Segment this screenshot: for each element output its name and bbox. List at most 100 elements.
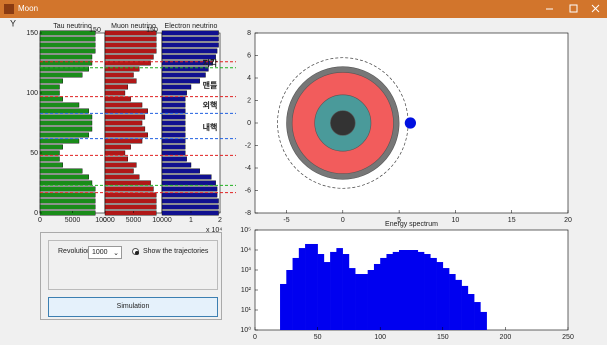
profile-bar [40, 115, 92, 120]
simulation-button[interactable]: Simulation [48, 297, 218, 317]
window: Moon Y Tau neutrino0500010000150Muon neu… [0, 0, 607, 345]
profile-bar [105, 43, 156, 48]
x-tick-label: 0 [253, 334, 257, 341]
profile-bar [40, 37, 95, 42]
profile-bar [162, 79, 200, 84]
profile-bar [40, 97, 63, 102]
x-tick-label: 0 [103, 217, 107, 224]
spectrum-bar [393, 252, 400, 330]
y-tick-label: 10⁴ [240, 247, 251, 254]
spectrum-bar [418, 252, 425, 330]
profile-bar [105, 55, 153, 60]
profile-bar [162, 91, 187, 96]
spectrum-bar [349, 268, 356, 330]
spectrum-bar [286, 270, 293, 330]
spectrum-bar [305, 244, 312, 330]
panel-title: Electron neutrino [165, 23, 218, 30]
y-tick-label: 10⁵ [240, 227, 251, 234]
profile-bar [40, 127, 92, 132]
profile-bar [40, 43, 95, 48]
profile-bar [162, 31, 219, 36]
y-tick-label: 10¹ [241, 307, 252, 314]
revolution-select[interactable]: 1000⌄ [88, 246, 122, 259]
profile-bar [40, 49, 95, 54]
profile-bar [40, 163, 63, 168]
profile-bar [162, 163, 191, 168]
profile-bar [162, 85, 191, 90]
toolbar-icon[interactable]: Y [10, 18, 16, 28]
profile-bar [105, 49, 156, 54]
spectrum-bar [399, 250, 406, 330]
y-tick-label: 10² [241, 287, 252, 294]
profile-bar [105, 181, 151, 186]
profile-bar [40, 85, 60, 90]
x-tick-label: 5000 [65, 217, 81, 224]
y-tick-label: -2 [245, 142, 251, 149]
spectrum-bar [424, 254, 431, 330]
layer-label: 외핵 [203, 100, 218, 110]
x-tick-label: 5000 [126, 217, 142, 224]
profile-bar [105, 205, 156, 210]
profile-bar [162, 145, 185, 150]
y-tick-label: 50 [30, 150, 38, 157]
profile-bar [40, 31, 95, 36]
x-tick-label: 0 [38, 217, 42, 224]
profile-bar [162, 43, 219, 48]
profile-bar [105, 121, 142, 126]
profile-bar [40, 121, 92, 126]
profile-bar [105, 139, 142, 144]
x-tick-label: -5 [283, 217, 289, 224]
profile-bar [40, 55, 92, 60]
spectrum-bar [324, 262, 331, 330]
spectrum-bar [368, 270, 375, 330]
profile-bar [40, 169, 82, 174]
spectrum-bar [462, 286, 469, 330]
profile-bar [105, 151, 125, 156]
profile-bar [40, 73, 82, 78]
x-tick-label: 100 [374, 334, 386, 341]
y-tick-label: 6 [247, 52, 251, 59]
trajectories-label: Show the trajectories [143, 248, 208, 255]
spectrum-bar [455, 280, 462, 330]
spectrum-bar [474, 302, 481, 330]
revolution-label: Revolution [58, 248, 91, 255]
layer-label: 지각 [203, 58, 218, 68]
spectrum-bar [449, 274, 456, 330]
profile-bar [105, 115, 145, 120]
profile-bar [40, 139, 79, 144]
profile-bar [105, 37, 156, 42]
profile-bar [162, 121, 185, 126]
y-tick-label: -8 [245, 210, 251, 217]
spectrum-bar [336, 248, 343, 330]
profile-bar [162, 181, 216, 186]
spectrum-bar [299, 248, 306, 330]
x-tick-label: 1 [189, 217, 193, 224]
profile-bar [40, 205, 95, 210]
profile-bar [162, 175, 211, 180]
profile-bar [40, 175, 89, 180]
profile-bar [162, 151, 185, 156]
profile-bar [105, 187, 153, 192]
profile-bar [105, 145, 131, 150]
radio-dot [135, 251, 139, 255]
profile-bar [162, 205, 219, 210]
profile-bar [40, 103, 79, 108]
y-tick-label: -6 [245, 187, 251, 194]
x-tick-label: 2 [218, 217, 222, 224]
profile-bar [105, 199, 156, 204]
y-tick-label: 10³ [241, 267, 252, 274]
y-tick-label: -4 [245, 165, 251, 172]
x-tick-label: 15 [508, 217, 516, 224]
x-tick-label: 10 [452, 217, 460, 224]
trajectories-radio[interactable] [132, 248, 139, 255]
profile-bar [162, 211, 219, 216]
x-tick-label: 10000 [152, 217, 172, 224]
spectrum-bar [412, 250, 419, 330]
y-tick-label: 10⁰ [240, 326, 251, 334]
profile-bar [105, 211, 156, 216]
profile-bar [162, 157, 187, 162]
profile-bar [40, 187, 95, 192]
profile-bar [105, 85, 128, 90]
spectrum-bar [311, 244, 318, 330]
top-tick-label: 150 [89, 27, 101, 34]
